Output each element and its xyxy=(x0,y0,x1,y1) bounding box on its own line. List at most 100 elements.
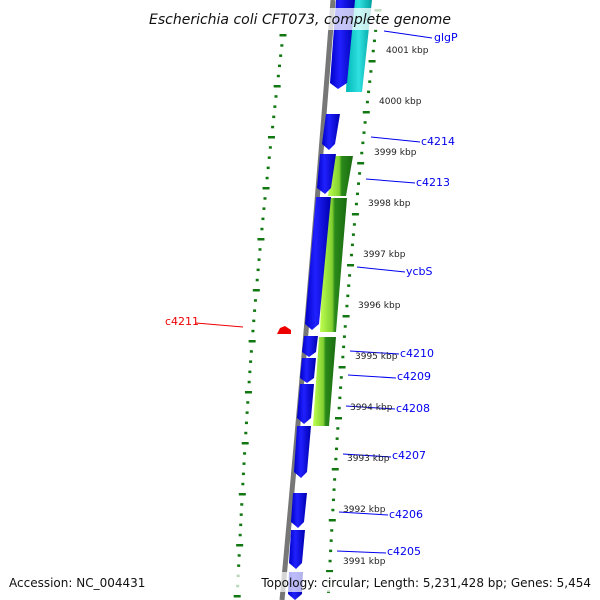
tick-mark xyxy=(342,345,346,349)
tick-label: 3999 kbp xyxy=(374,148,417,158)
tick-label: 3995 kbp xyxy=(355,352,398,362)
tick-mark xyxy=(238,533,242,537)
gene-block[interactable] xyxy=(300,358,316,383)
tick-mark xyxy=(361,141,365,145)
tick-mark xyxy=(333,478,337,481)
tick-mark xyxy=(273,105,277,108)
tick-mark xyxy=(362,131,366,134)
tick-mark xyxy=(265,176,269,180)
gene-label[interactable]: c4209 xyxy=(397,370,431,383)
tick-mark xyxy=(368,60,376,63)
tick-mark xyxy=(331,468,339,471)
tick-label: 3993 kbp xyxy=(347,454,390,464)
gene-c4208-green[interactable] xyxy=(313,337,336,426)
tick-mark xyxy=(329,539,333,542)
gene-block[interactable] xyxy=(297,384,314,424)
tick-mark xyxy=(233,595,241,598)
c4211-leader-line xyxy=(195,322,244,328)
tick-mark xyxy=(338,396,342,400)
tick-mark xyxy=(348,274,352,277)
tick-mark xyxy=(346,294,350,298)
tick-mark xyxy=(357,182,361,185)
tick-mark xyxy=(374,29,378,32)
tick-mark xyxy=(354,202,358,206)
gene-block[interactable] xyxy=(305,197,331,330)
tick-mark xyxy=(248,340,256,343)
tick-mark xyxy=(238,493,246,496)
gene-c4211-marker[interactable] xyxy=(277,326,291,334)
tick-mark xyxy=(358,172,362,175)
tick-label: 3992 kbp xyxy=(343,505,386,515)
tick-mark xyxy=(345,304,349,308)
tick-mark xyxy=(336,427,340,430)
tick-mark xyxy=(369,70,373,73)
gene-label[interactable]: c4214 xyxy=(421,135,455,148)
gene-label[interactable]: ycbS xyxy=(406,265,433,278)
gene-label[interactable]: c4205 xyxy=(387,545,421,558)
tick-mark xyxy=(367,90,371,94)
tick-mark xyxy=(271,125,275,129)
tick-mark xyxy=(253,299,257,302)
gene-block[interactable] xyxy=(291,493,307,528)
tick-mark xyxy=(335,437,339,440)
tick-mark xyxy=(267,136,275,139)
tick-mark xyxy=(349,253,353,257)
gene-block[interactable] xyxy=(289,530,305,569)
gene-label[interactable]: c4206 xyxy=(389,508,423,521)
tick-mark xyxy=(252,319,256,323)
tick-mark xyxy=(337,406,341,410)
gene-block[interactable] xyxy=(322,114,340,150)
tick-mark xyxy=(245,411,249,414)
tick-mark xyxy=(368,80,372,83)
tick-mark xyxy=(252,289,260,292)
tick-label: 3991 kbp xyxy=(343,557,386,567)
map-title: Escherichia coli CFT073, complete genome xyxy=(149,12,451,28)
accession-text: Accession: NC_004431 xyxy=(9,576,145,590)
tick-mark xyxy=(266,166,270,170)
tick-mark xyxy=(249,350,253,353)
gene-block[interactable] xyxy=(302,336,318,357)
tick-mark xyxy=(277,64,281,68)
gene-label[interactable]: glgP xyxy=(434,31,458,44)
tick-mark xyxy=(251,329,255,333)
gene-label[interactable]: c4207 xyxy=(392,449,426,462)
tick-mark xyxy=(263,197,267,200)
tick-mark xyxy=(335,447,339,451)
tick-mark xyxy=(255,278,259,282)
tick-mark xyxy=(237,564,241,567)
gene-block[interactable] xyxy=(294,426,311,478)
tick-mark xyxy=(326,570,334,573)
tick-mark xyxy=(276,74,280,78)
gene-leader-lines xyxy=(336,30,433,554)
gene-label-reverse[interactable]: c4211 xyxy=(165,315,199,328)
gene-label[interactable]: c4208 xyxy=(396,402,430,415)
tick-mark xyxy=(331,498,335,502)
gene-label[interactable]: c4210 xyxy=(400,347,434,360)
tick-mark xyxy=(279,54,283,57)
tick-mark xyxy=(330,529,334,532)
tick-mark xyxy=(280,44,284,47)
gene-c4213-green[interactable] xyxy=(328,156,353,196)
tick-mark xyxy=(279,34,287,37)
tick-mark xyxy=(347,264,355,267)
tick-mark xyxy=(243,452,247,455)
tick-label: 3998 kbp xyxy=(368,199,411,209)
tick-mark xyxy=(334,417,342,420)
tick-mark xyxy=(257,258,261,261)
tick-mark xyxy=(351,233,355,236)
gene-label[interactable]: c4213 xyxy=(416,176,450,189)
tick-mark xyxy=(242,462,246,465)
tick-mark xyxy=(241,482,245,486)
tick-label: 3994 kbp xyxy=(350,403,393,413)
tick-mark xyxy=(258,248,262,251)
tick-mark xyxy=(262,207,266,210)
tick-mark xyxy=(253,309,257,312)
tick-mark xyxy=(236,544,244,547)
tick-mark xyxy=(334,457,338,461)
tick-mark xyxy=(272,115,276,119)
tick-mark xyxy=(256,268,260,272)
inner-tick-ring xyxy=(233,34,287,598)
gene-block[interactable] xyxy=(317,154,336,194)
tick-mark xyxy=(244,391,252,394)
